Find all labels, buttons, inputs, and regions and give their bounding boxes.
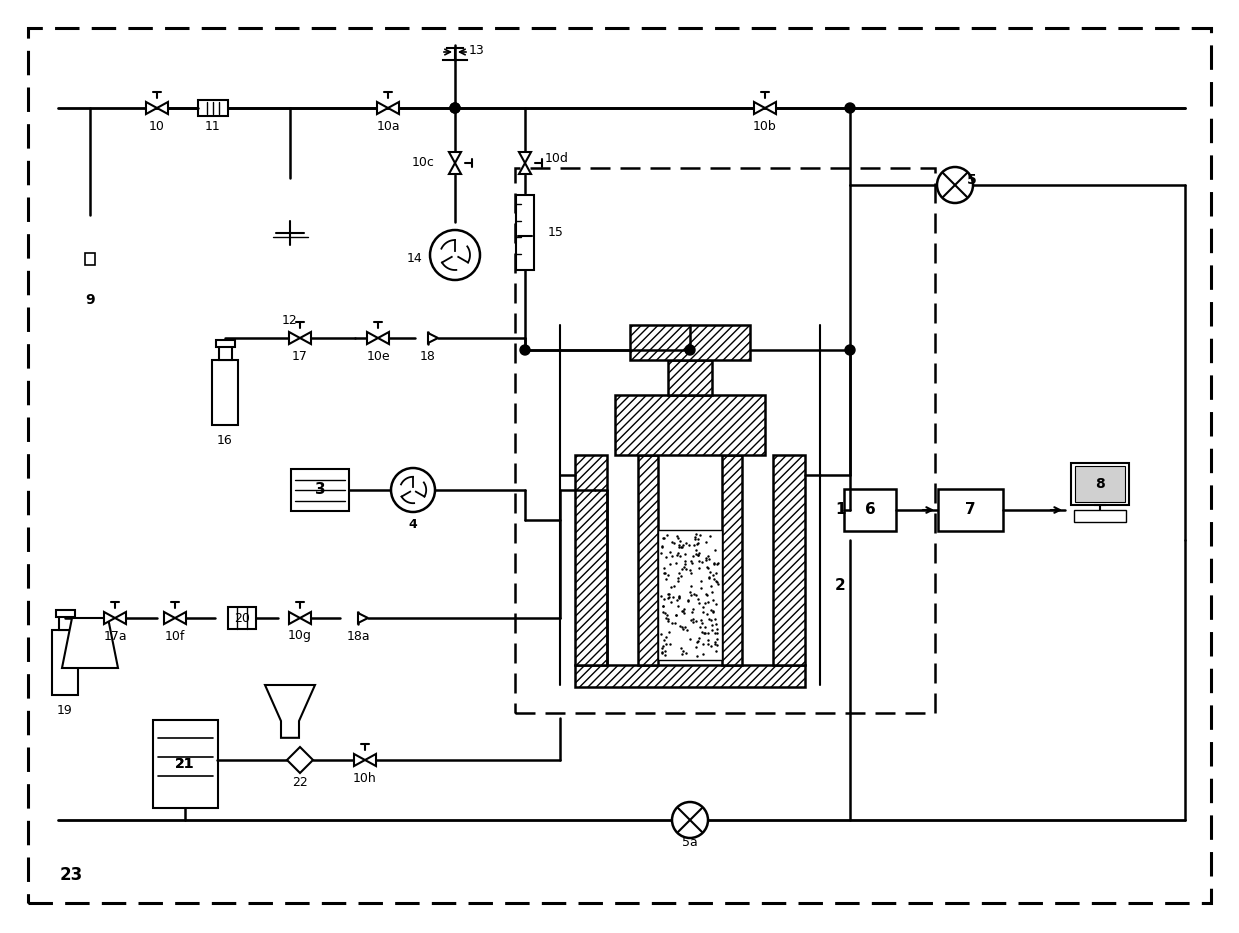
Polygon shape xyxy=(104,612,115,624)
Polygon shape xyxy=(289,332,300,344)
Polygon shape xyxy=(265,685,315,738)
Text: 17a: 17a xyxy=(103,630,126,643)
Polygon shape xyxy=(449,163,461,174)
Text: 10c: 10c xyxy=(413,157,435,170)
Text: 7: 7 xyxy=(965,503,975,518)
Bar xyxy=(218,346,232,360)
Bar xyxy=(773,455,805,665)
Polygon shape xyxy=(62,618,118,668)
Polygon shape xyxy=(300,612,311,624)
Polygon shape xyxy=(287,747,313,773)
Text: 3: 3 xyxy=(315,482,326,497)
Text: 8: 8 xyxy=(1095,477,1105,491)
Bar xyxy=(228,607,256,629)
Polygon shape xyxy=(388,102,399,114)
Circle shape xyxy=(672,802,707,838)
Bar xyxy=(1075,466,1125,502)
Bar xyxy=(1070,463,1129,505)
Text: 14: 14 xyxy=(406,252,422,264)
Circle shape xyxy=(430,230,479,280)
Text: 19: 19 xyxy=(57,703,73,717)
Bar xyxy=(1074,510,1126,522)
Text: 21: 21 xyxy=(175,757,195,771)
Bar xyxy=(515,168,935,713)
Polygon shape xyxy=(427,333,439,343)
Text: 10e: 10e xyxy=(367,350,390,363)
Circle shape xyxy=(937,167,973,203)
Text: 10a: 10a xyxy=(377,119,400,132)
Bar xyxy=(152,720,218,808)
Bar xyxy=(58,616,72,630)
Bar xyxy=(938,489,1002,531)
Bar xyxy=(212,360,238,425)
Polygon shape xyxy=(449,152,461,163)
Circle shape xyxy=(450,103,460,113)
Circle shape xyxy=(845,103,855,113)
Polygon shape xyxy=(366,754,375,766)
Text: 10f: 10f xyxy=(165,630,185,643)
Bar xyxy=(85,253,95,265)
Polygon shape xyxy=(354,754,366,766)
Text: 13: 13 xyxy=(470,44,484,57)
Polygon shape xyxy=(175,612,186,624)
Polygon shape xyxy=(164,612,175,624)
Polygon shape xyxy=(157,102,169,114)
Bar xyxy=(615,395,764,455)
Bar xyxy=(291,469,349,511)
Text: 10: 10 xyxy=(149,119,165,132)
Bar xyxy=(198,100,228,116)
Text: 5a: 5a xyxy=(683,835,698,848)
Bar xyxy=(575,455,607,665)
Polygon shape xyxy=(755,102,764,114)
Bar xyxy=(629,325,750,360)
Bar xyxy=(722,455,742,665)
Bar xyxy=(515,195,534,270)
Circle shape xyxy=(520,345,530,355)
Bar xyxy=(658,530,722,660)
Text: 9: 9 xyxy=(85,293,95,307)
Text: 12: 12 xyxy=(282,313,297,327)
Bar xyxy=(216,340,234,347)
Circle shape xyxy=(450,103,460,113)
Text: 23: 23 xyxy=(59,866,83,884)
Circle shape xyxy=(685,345,695,355)
Text: 16: 16 xyxy=(217,434,233,447)
Text: 10g: 10g xyxy=(287,630,312,643)
Text: 11: 11 xyxy=(206,119,221,132)
Bar xyxy=(638,455,658,665)
Text: 10h: 10h xyxy=(353,772,377,785)
Bar xyxy=(56,610,74,617)
Polygon shape xyxy=(300,332,311,344)
Text: 1: 1 xyxy=(835,503,845,518)
Polygon shape xyxy=(367,332,378,344)
Polygon shape xyxy=(146,102,157,114)
Polygon shape xyxy=(378,332,389,344)
Text: 6: 6 xyxy=(865,503,876,518)
Polygon shape xyxy=(115,612,126,624)
Text: 17: 17 xyxy=(292,350,309,363)
Circle shape xyxy=(392,468,435,512)
Polygon shape xyxy=(519,152,532,163)
Bar xyxy=(844,489,896,531)
Bar xyxy=(668,360,712,395)
Polygon shape xyxy=(289,612,300,624)
Polygon shape xyxy=(764,102,776,114)
Text: 15: 15 xyxy=(548,226,564,239)
Polygon shape xyxy=(358,613,368,623)
Text: 10b: 10b xyxy=(753,119,777,132)
Polygon shape xyxy=(377,102,388,114)
Polygon shape xyxy=(519,163,532,174)
Bar xyxy=(52,630,78,695)
Circle shape xyxy=(845,345,855,355)
Text: 4: 4 xyxy=(409,519,418,532)
Text: 22: 22 xyxy=(292,775,307,788)
Text: 21: 21 xyxy=(175,757,195,771)
Text: 18a: 18a xyxy=(346,630,369,643)
Text: 20: 20 xyxy=(234,611,250,624)
Text: 2: 2 xyxy=(835,578,846,592)
Bar xyxy=(575,665,805,687)
Text: 5: 5 xyxy=(968,173,976,187)
Text: 18: 18 xyxy=(420,350,436,363)
Text: 10d: 10d xyxy=(545,151,569,164)
